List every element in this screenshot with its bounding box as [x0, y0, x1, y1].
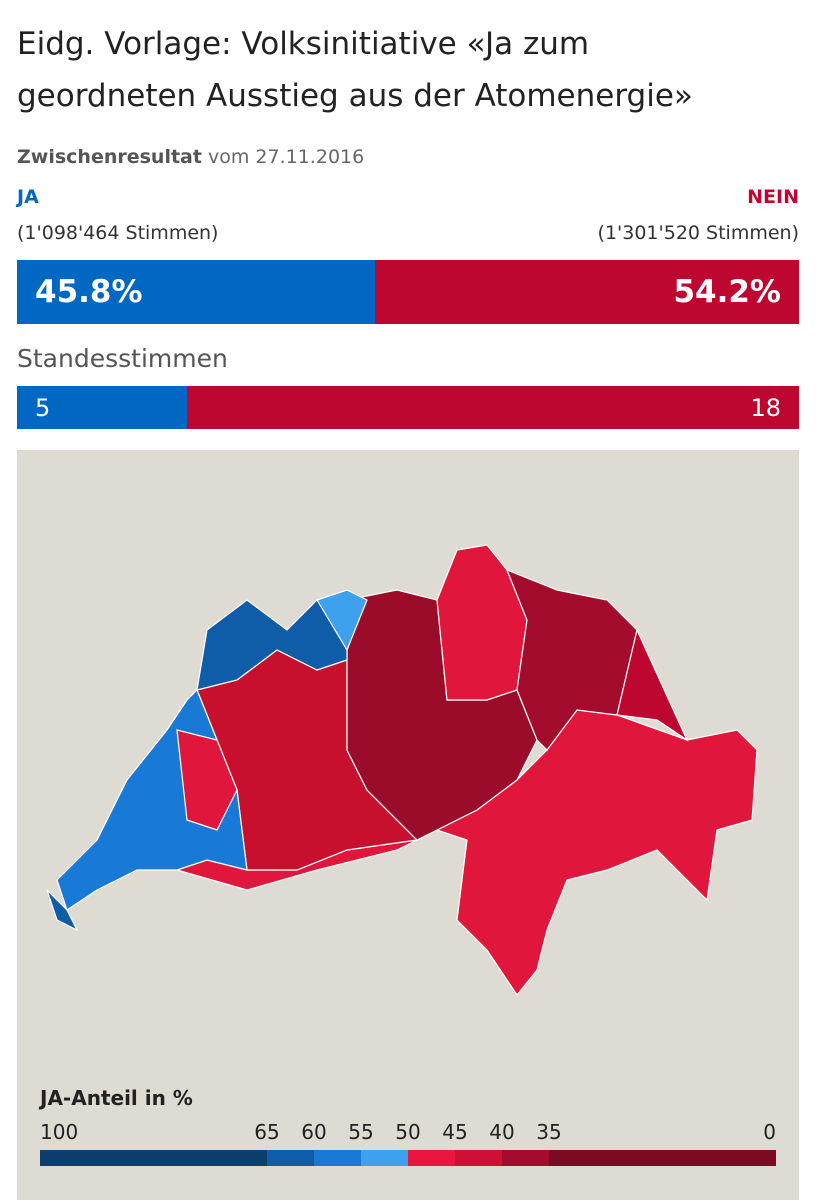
legend-swatch [502, 1150, 549, 1166]
map [46, 544, 758, 997]
no-cantons: 18 [750, 393, 781, 422]
legend-title: JA-Anteil in % [40, 1086, 193, 1110]
legend-swatch [361, 1150, 408, 1166]
no-bar: 54.2% [375, 260, 799, 324]
cantons-title: Standesstimmen [17, 344, 228, 373]
legend-tick: 0 [763, 1120, 776, 1144]
yes-label: JA [17, 186, 39, 208]
legend-tick: 60 [301, 1120, 327, 1144]
no-percent: 54.2% [673, 274, 781, 310]
legend-tick: 65 [254, 1120, 280, 1144]
legend: 100 65 60 55 50 45 40 35 0 [40, 1120, 776, 1170]
status: Zwischenresultat [17, 146, 202, 168]
yes-cantons: 5 [35, 393, 51, 422]
yes-votes: (1'098'464 Stimmen) [17, 222, 219, 244]
legend-swatch [549, 1150, 776, 1166]
legend-tick: 100 [40, 1120, 79, 1144]
region [46, 889, 79, 932]
region [505, 568, 638, 751]
yes-bar: 45.8% [17, 260, 376, 324]
legend-tick: 50 [395, 1120, 421, 1144]
legend-swatch [455, 1150, 502, 1166]
subtitle: Zwischenresultat vom 27.11.2016 [17, 146, 364, 168]
map-panel [17, 450, 799, 1200]
legend-swatch [40, 1150, 267, 1166]
no-label: NEIN [747, 186, 799, 208]
no-cantons-bar: 18 [187, 386, 799, 429]
legend-swatch [408, 1150, 455, 1166]
percent-bar: 45.8% 54.2% [17, 260, 799, 324]
cantons-bar: 5 18 [17, 386, 799, 429]
region [616, 628, 689, 742]
region [176, 729, 238, 831]
region [316, 589, 368, 652]
legend-tick: 40 [489, 1120, 515, 1144]
title: Eidg. Vorlage: Volksinitiative «Ja zum g… [17, 26, 693, 114]
date: vom 27.11.2016 [208, 146, 365, 168]
no-votes: (1'301'520 Stimmen) [597, 222, 799, 244]
legend-tick: 45 [442, 1120, 468, 1144]
yes-percent: 45.8% [35, 274, 143, 310]
yes-cantons-bar: 5 [17, 386, 187, 429]
legend-swatch [314, 1150, 361, 1166]
legend-tick: 35 [536, 1120, 562, 1144]
legend-tick: 55 [348, 1120, 374, 1144]
legend-swatch [267, 1150, 314, 1166]
region [436, 544, 528, 701]
